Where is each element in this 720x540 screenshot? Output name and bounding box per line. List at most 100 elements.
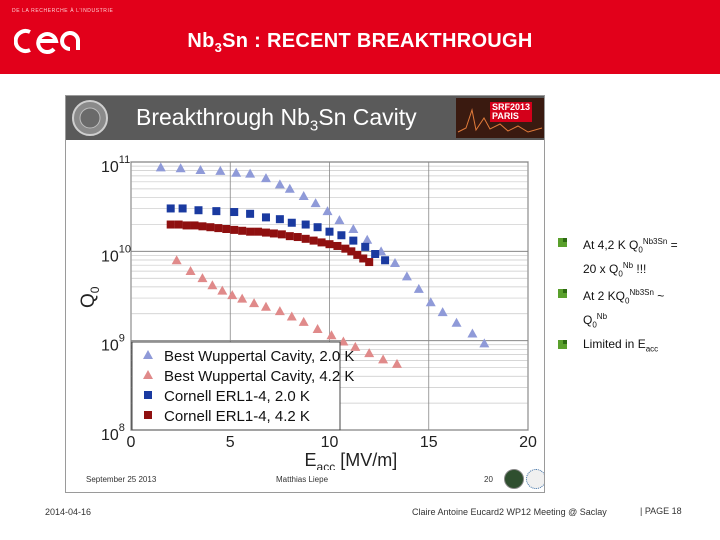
data-point-series-1: [401, 271, 412, 281]
legend-marker: [144, 391, 152, 399]
data-point-series-2: [274, 306, 285, 316]
data-point-series-3: [166, 204, 175, 213]
y-axis-label: Q0: [78, 286, 102, 308]
data-point-series-3: [325, 227, 334, 236]
data-point-series-2: [237, 293, 248, 303]
data-point-series-1: [284, 183, 295, 193]
srf2013-badge: SRF2013 PARIS: [456, 98, 544, 138]
chart-marks: [155, 162, 490, 368]
data-point-series-4: [333, 241, 342, 250]
legend-marker: [143, 370, 153, 379]
bullet-3: Limited in Eacc: [583, 337, 659, 354]
data-point-series-4: [182, 221, 191, 230]
data-point-series-1: [390, 257, 401, 267]
data-point-series-3: [246, 209, 255, 218]
data-point-series-4: [317, 238, 326, 247]
legend-box: [131, 341, 341, 431]
q0-vs-eacc-chart: 0 5 10 15 20 1011 1010 109 108 Q0 Eacc [MV/m] Best…: [78, 154, 537, 470]
data-point-series-2: [207, 280, 218, 290]
y-tick-label: 1011: [101, 154, 130, 176]
data-point-series-4: [238, 226, 247, 235]
data-point-series-4: [174, 220, 183, 229]
data-point-series-3: [178, 204, 187, 213]
data-point-series-1: [425, 297, 436, 307]
x-tick-label: 20: [519, 434, 537, 451]
data-point-series-3: [230, 208, 239, 217]
data-point-series-4: [325, 240, 334, 249]
y-tick-label: 1010: [101, 243, 131, 265]
data-point-series-3: [337, 231, 346, 240]
slide-date: September 25 2013: [86, 475, 157, 484]
data-point-series-4: [341, 244, 350, 253]
srf-badge-text: SRF2013 PARIS: [490, 102, 533, 122]
data-point-series-1: [479, 338, 490, 348]
slide-author: Matthias Liepe: [276, 475, 329, 484]
data-point-series-1: [260, 173, 271, 183]
data-point-series-4: [222, 225, 231, 233]
laurel-logo-icon: [526, 469, 544, 489]
data-point-series-4: [359, 254, 368, 263]
bullet-1: At 4,2 K Q0Nb3Sn = 20 x Q0Nb !!!: [583, 237, 678, 279]
footer-page-number: | PAGE 18: [640, 506, 682, 516]
data-point-series-2: [298, 316, 309, 326]
data-point-series-4: [277, 230, 286, 239]
data-point-series-4: [198, 222, 207, 231]
data-point-series-3: [212, 207, 221, 216]
data-point-series-1: [175, 163, 186, 173]
cea-logo-icon: [14, 29, 80, 55]
data-point-series-3: [194, 206, 203, 215]
header-band: DE LA RECHERCHE À L'INDUSTRIE Nb3Sn : RE…: [0, 0, 720, 74]
data-point-series-2: [227, 290, 238, 300]
y-tick-label: 109: [101, 333, 125, 355]
data-point-series-3: [381, 256, 390, 265]
data-point-series-4: [214, 224, 223, 233]
data-point-series-4: [261, 228, 270, 237]
data-point-series-2: [338, 336, 349, 346]
data-point-series-1: [334, 215, 345, 225]
data-point-series-2: [312, 324, 323, 334]
data-point-series-1: [322, 206, 333, 216]
institution-logo-icon: [504, 469, 524, 489]
data-point-series-4: [309, 236, 318, 245]
data-point-series-4: [230, 225, 239, 234]
y-tick-label: 108: [101, 422, 125, 444]
data-point-series-3: [275, 215, 284, 224]
data-point-series-1: [451, 317, 462, 327]
data-point-series-1: [215, 165, 226, 175]
data-point-series-2: [185, 265, 196, 275]
data-point-series-3: [261, 213, 270, 222]
data-point-series-4: [301, 234, 310, 243]
data-point-series-3: [301, 220, 310, 229]
data-point-series-3: [313, 223, 322, 232]
data-point-series-1: [310, 198, 321, 208]
data-point-series-2: [364, 348, 375, 358]
x-tick-label: 5: [226, 434, 235, 451]
embedded-slide: Breakthrough Nb3Sn Cavity SRF2013 PARIS 0…: [65, 95, 545, 493]
slide-number: 20: [484, 475, 493, 484]
legend-label: Best Wuppertal Cavity, 2.0 K: [164, 348, 354, 365]
footer-meeting-text: Claire Antoine Eucard2 WP12 Meeting @ Sa…: [412, 507, 607, 517]
data-point-series-1: [274, 179, 285, 189]
data-point-series-2: [197, 273, 208, 283]
bullet-marker-icon: [558, 340, 567, 349]
data-point-series-3: [371, 250, 380, 259]
bullet-2: At 2 KQ0Nb3Sn ~ Q0Nb: [583, 288, 665, 330]
data-point-series-1: [298, 190, 309, 200]
logo-tagline: DE LA RECHERCHE À L'INDUSTRIE: [12, 8, 114, 14]
data-point-series-3: [349, 236, 358, 245]
chart-legend: Best Wuppertal Cavity, 2.0 K Best Wuppert…: [131, 341, 354, 431]
data-point-series-2: [286, 311, 297, 321]
data-point-series-1: [155, 162, 166, 172]
page-title: Nb3Sn : RECENT BREAKTHROUGH: [187, 30, 533, 55]
data-point-series-4: [365, 258, 374, 267]
slide-title: Breakthrough Nb3Sn Cavity: [136, 104, 417, 135]
data-point-series-1: [348, 224, 359, 233]
data-point-series-4: [293, 233, 302, 242]
legend-label: Best Wuppertal Cavity, 4.2 K: [164, 368, 354, 385]
data-point-series-4: [166, 220, 175, 229]
x-tick-label: 0: [127, 434, 136, 451]
data-point-series-2: [326, 330, 337, 340]
data-point-series-2: [217, 285, 228, 295]
cornell-seal-icon: [72, 100, 108, 136]
data-point-series-4: [206, 223, 215, 232]
